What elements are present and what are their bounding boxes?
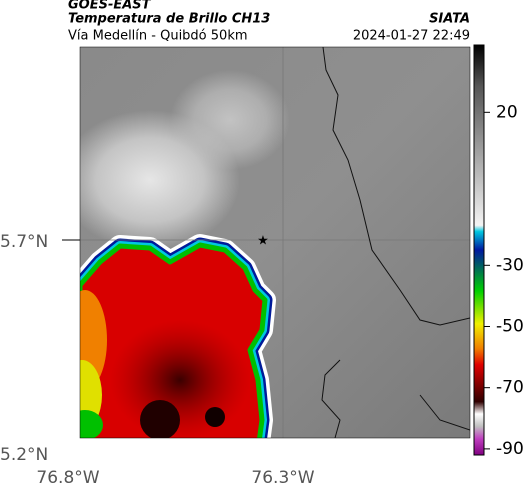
colorbar-tick-label: -90 — [496, 439, 524, 459]
colorbar-tick-label: -70 — [496, 378, 524, 398]
satellite-image — [80, 47, 470, 438]
lat-label: 5.7°N — [0, 232, 48, 252]
lat-label: 5.2°N — [0, 445, 48, 465]
colorbar-tick-label: -30 — [496, 255, 524, 275]
location-star: ★ — [257, 234, 269, 249]
colorbar-tick-label: 20 — [496, 102, 518, 122]
subtitle: Vía Medellín - Quibdó 50km — [68, 29, 248, 44]
colorbar — [473, 44, 485, 456]
datetime: 2024-01-27 22:49 — [353, 29, 470, 44]
source: SIATA — [429, 12, 470, 27]
lon-label: 76.3°W — [251, 468, 314, 488]
title: Temperatura de Brillo CH13 — [68, 12, 270, 27]
satellite-label: GOES-EAST — [68, 0, 152, 13]
lon-label: 76.8°W — [36, 468, 99, 488]
colorbar-tick-label: -50 — [496, 316, 524, 336]
map-frame — [79, 46, 471, 439]
